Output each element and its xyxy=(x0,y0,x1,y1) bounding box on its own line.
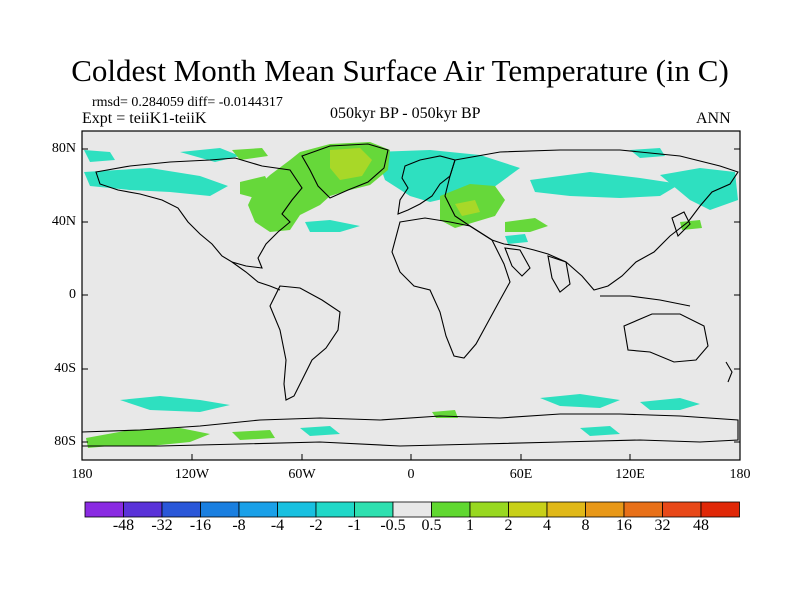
lon-label-60w: 60W xyxy=(288,467,316,482)
colorbar-label: -2 xyxy=(309,517,323,534)
coastlines xyxy=(81,143,739,447)
period-label: 050kyr BP - 050kyr BP xyxy=(330,105,481,122)
colorbar-box xyxy=(200,501,240,518)
colorbar-label: 4 xyxy=(543,517,551,534)
colorbar-box xyxy=(123,501,163,518)
colorbar-box xyxy=(392,501,432,518)
colorbar-label: -32 xyxy=(151,517,173,534)
season-label: ANN xyxy=(696,110,731,127)
colorbar-box xyxy=(585,501,625,518)
colorbar-box xyxy=(161,501,201,518)
colorbar-box xyxy=(431,501,471,518)
colorbar-label: 2 xyxy=(504,517,513,534)
lat-label-40s: 40S xyxy=(54,361,76,376)
lat-label-0: 0 xyxy=(69,287,76,302)
colorbar-box xyxy=(84,501,124,518)
colorbar-label: 16 xyxy=(616,517,632,534)
lat-label-80n: 80N xyxy=(51,141,76,156)
colorbar-box xyxy=(354,501,394,518)
colorbar-box xyxy=(469,501,509,518)
colorbar-box xyxy=(315,501,355,518)
lon-label-60e: 60E xyxy=(509,467,533,482)
lat-ticks xyxy=(82,148,740,443)
colorbar-label: 32 xyxy=(654,517,671,534)
colorbar-box xyxy=(277,501,317,518)
colorbar-box xyxy=(508,501,548,518)
colorbar-box xyxy=(623,501,663,518)
anomaly-patches-teal xyxy=(84,148,738,436)
colorbar-label: -0.5 xyxy=(380,517,406,534)
map-title: Coldest Month Mean Surface Air Temperatu… xyxy=(71,53,729,88)
lon-label-120e: 120E xyxy=(615,467,645,482)
colorbar-label: 8 xyxy=(581,517,590,534)
colorbar-label: -16 xyxy=(189,517,212,534)
anomaly-patches-yellowgreen xyxy=(330,148,480,216)
colorbar-label: -4 xyxy=(270,517,285,534)
colorbar xyxy=(84,501,740,518)
lat-label-80s: 80S xyxy=(54,434,76,449)
colorbar-label: -48 xyxy=(112,517,135,534)
colorbar-label: 0.5 xyxy=(421,517,442,534)
lon-label-180w: 180 xyxy=(71,467,93,482)
lat-label-40n: 40N xyxy=(51,214,76,229)
colorbar-label: -1 xyxy=(347,517,362,534)
rmsd-diff-stats: rmsd= 0.284059 diff= -0.0144317 xyxy=(92,95,283,110)
colorbar-label: 1 xyxy=(466,517,474,534)
colorbar-box xyxy=(700,501,740,518)
colorbar-label: -8 xyxy=(232,517,246,534)
lon-label-180e: 180 xyxy=(729,467,751,482)
colorbar-box xyxy=(238,501,278,518)
lon-label-0: 0 xyxy=(407,467,415,482)
colorbar-label: 48 xyxy=(693,517,709,534)
lon-ticks xyxy=(81,454,741,460)
colorbar-box xyxy=(662,501,702,518)
experiment-label: Expt = teiiK1-teiiK xyxy=(82,110,207,127)
lon-label-120w: 120W xyxy=(174,467,210,482)
colorbar-box xyxy=(546,501,586,518)
